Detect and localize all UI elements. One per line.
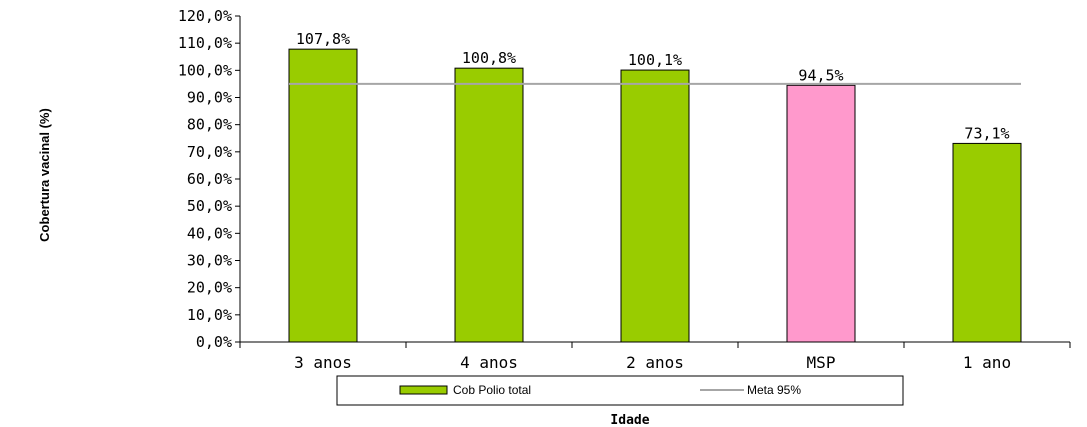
y-tick-label: 20,0% <box>187 279 232 297</box>
y-tick-label: 0,0% <box>196 333 232 351</box>
y-tick-label: 120,0% <box>178 7 232 25</box>
data-label: 73,1% <box>964 124 1009 142</box>
data-label: 100,1% <box>628 51 682 69</box>
data-label: 100,8% <box>462 49 516 67</box>
x-axis: 3 anos 4 anos 2 anos MSP 1 ano <box>239 341 1071 372</box>
x-tick-label: MSP <box>807 353 836 372</box>
legend-bar-swatch <box>399 385 448 395</box>
data-label: 107,8% <box>296 30 350 48</box>
y-axis-title: Cobertura vacinal (%) <box>37 108 52 242</box>
y-tick-label: 30,0% <box>187 252 232 270</box>
x-axis-title: Idade <box>610 413 649 427</box>
legend: Cob Polio total Meta 95% <box>336 375 904 406</box>
y-tick-label: 100,0% <box>178 61 232 79</box>
bar-1-ano <box>952 142 1022 343</box>
bar-msp <box>786 84 856 343</box>
x-tick-label: 2 anos <box>626 353 684 372</box>
legend-bar-label: Cob Polio total <box>453 383 531 397</box>
legend-line-label: Meta 95% <box>747 383 801 397</box>
y-tick-label: 40,0% <box>187 224 232 242</box>
y-tick-label: 70,0% <box>187 143 232 161</box>
y-tick-label: 50,0% <box>187 197 232 215</box>
y-axis: 0,0% 10,0% 20,0% 30,0% 40,0% 50,0% 60,0% 70,0% 8… <box>178 7 241 351</box>
bar-2-anos <box>620 69 690 343</box>
bar-4-anos <box>454 67 524 343</box>
data-labels: 107,8% 100,8% 100,1% 94,5% 73,1% <box>296 30 1010 142</box>
y-tick-label: 110,0% <box>178 34 232 52</box>
y-tick-label: 90,0% <box>187 89 232 107</box>
y-tick-label: 60,0% <box>187 170 232 188</box>
x-tick-label: 1 ano <box>963 353 1011 372</box>
bar-3-anos <box>288 48 358 343</box>
x-tick-label: 3 anos <box>294 353 352 372</box>
x-tick-label: 4 anos <box>460 353 518 372</box>
data-label: 94,5% <box>798 66 843 84</box>
bars <box>288 48 1022 343</box>
y-tick-label: 80,0% <box>187 116 232 134</box>
y-tick-label: 10,0% <box>187 306 232 324</box>
